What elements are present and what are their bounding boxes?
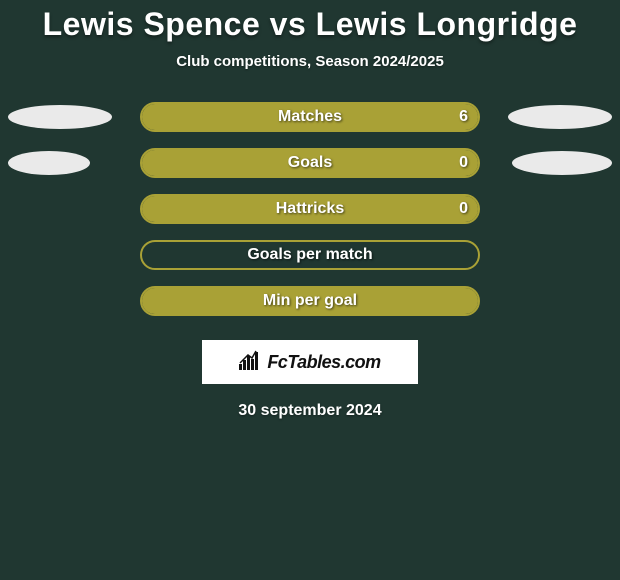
page-subtitle: Club competitions, Season 2024/2025 — [0, 53, 620, 70]
date-text: 30 september 2024 — [0, 402, 620, 420]
page-title: Lewis Spence vs Lewis Longridge — [0, 0, 620, 43]
stat-row: Matches6 — [0, 102, 620, 132]
logo-box: FcTables.com — [202, 340, 418, 384]
stat-row: Min per goal — [0, 286, 620, 316]
logo-text: FcTables.com — [267, 352, 380, 373]
stat-bar: Goals per match — [140, 240, 480, 270]
stat-bar-fill — [142, 288, 478, 314]
right-ellipse — [512, 151, 612, 175]
stat-bar: Matches6 — [140, 102, 480, 132]
stat-bar-fill — [142, 104, 478, 130]
stat-label: Goals per match — [142, 242, 478, 268]
stats-container: Matches6 Goals0 Hattricks0 Goals per match M… — [0, 102, 620, 316]
stat-bar-fill — [142, 150, 478, 176]
stat-row: Goals0 — [0, 148, 620, 178]
stat-bar: Goals0 — [140, 148, 480, 178]
stat-bar: Min per goal — [140, 286, 480, 316]
chart-bars-icon — [239, 350, 261, 375]
stat-bar: Hattricks0 — [140, 194, 480, 224]
stat-bar-fill — [142, 196, 478, 222]
left-ellipse — [8, 151, 90, 175]
stat-row: Hattricks0 — [0, 194, 620, 224]
right-ellipse — [508, 105, 612, 129]
left-ellipse — [8, 105, 112, 129]
stat-row: Goals per match — [0, 240, 620, 270]
